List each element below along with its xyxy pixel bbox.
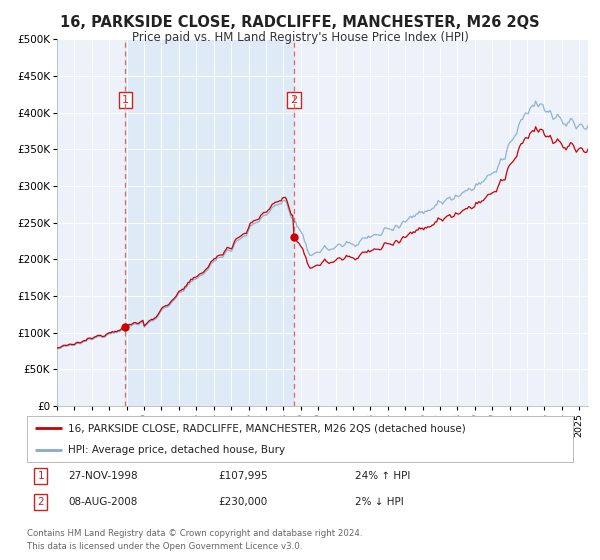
Text: Price paid vs. HM Land Registry's House Price Index (HPI): Price paid vs. HM Land Registry's House … xyxy=(131,31,469,44)
Text: 24% ↑ HPI: 24% ↑ HPI xyxy=(355,471,410,481)
Text: 1: 1 xyxy=(37,471,44,481)
Text: £107,995: £107,995 xyxy=(218,471,268,481)
Text: 16, PARKSIDE CLOSE, RADCLIFFE, MANCHESTER, M26 2QS (detached house): 16, PARKSIDE CLOSE, RADCLIFFE, MANCHESTE… xyxy=(68,423,466,433)
Text: 16, PARKSIDE CLOSE, RADCLIFFE, MANCHESTER, M26 2QS: 16, PARKSIDE CLOSE, RADCLIFFE, MANCHESTE… xyxy=(60,15,540,30)
Text: 27-NOV-1998: 27-NOV-1998 xyxy=(68,471,137,481)
Text: 2% ↓ HPI: 2% ↓ HPI xyxy=(355,497,403,507)
Text: 2: 2 xyxy=(290,95,298,105)
Text: 2: 2 xyxy=(37,497,44,507)
Text: 08-AUG-2008: 08-AUG-2008 xyxy=(68,497,137,507)
Text: £230,000: £230,000 xyxy=(218,497,268,507)
Text: This data is licensed under the Open Government Licence v3.0.: This data is licensed under the Open Gov… xyxy=(27,542,302,550)
Text: HPI: Average price, detached house, Bury: HPI: Average price, detached house, Bury xyxy=(68,445,285,455)
Text: Contains HM Land Registry data © Crown copyright and database right 2024.: Contains HM Land Registry data © Crown c… xyxy=(27,529,362,538)
Text: 1: 1 xyxy=(122,95,129,105)
Bar xyxy=(125,39,294,406)
